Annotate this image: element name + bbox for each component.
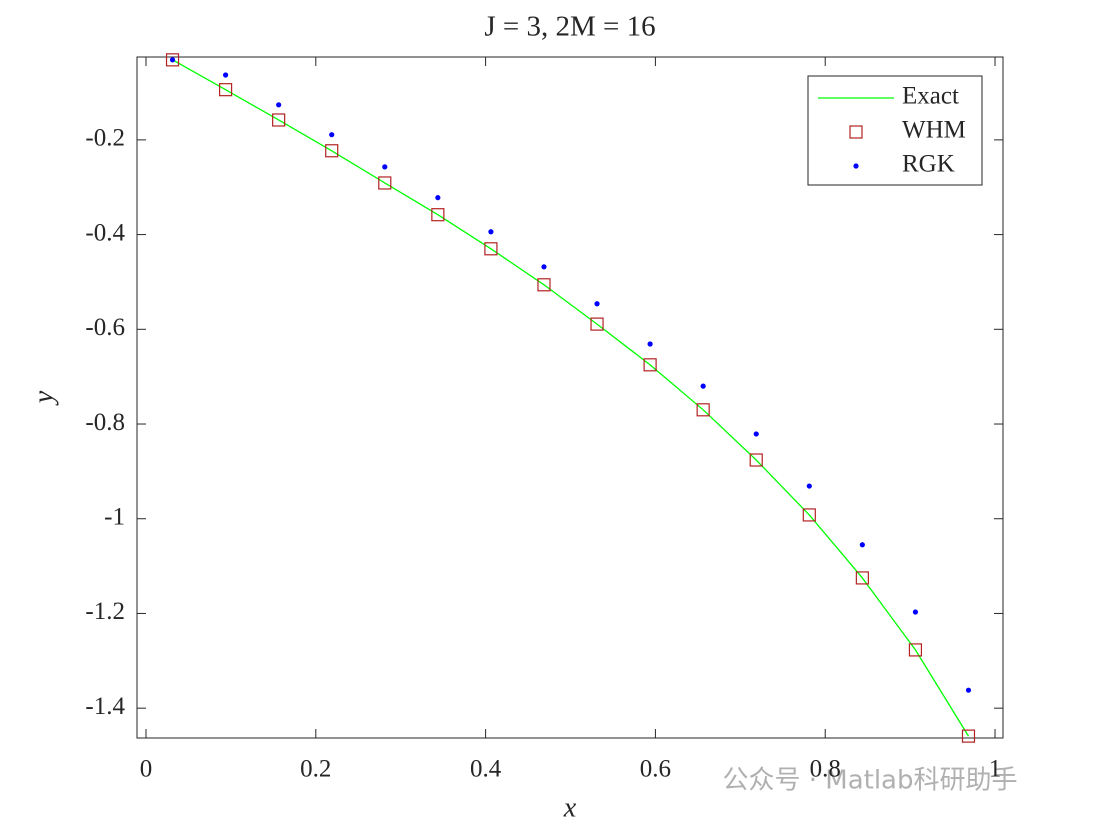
watermark: 公众号 · Matlab科研助手 [722,766,1017,796]
marker-dot [488,229,494,235]
legend-box [807,75,983,186]
marker-dot [276,102,282,108]
marker-square [802,508,816,522]
legend: Exact WHM RGK [807,75,983,186]
y-tick-label: -1.4 [85,693,125,720]
x-tick-label: 0.6 [640,756,671,783]
x-tick-label: 1 [989,756,1002,783]
legend-label: Exact [902,83,959,110]
marker-square [537,278,551,292]
legend-swatch [853,163,859,169]
legend-label: WHM [902,117,966,144]
marker-square [218,83,233,97]
marker-square [961,729,976,743]
y-axis-label: y [28,390,59,406]
marker-square [590,317,604,331]
marker-dot [435,195,441,201]
y-tick-label: -0.2 [85,125,125,152]
legend-swatch [849,125,863,139]
plot-area [136,56,1004,739]
marker-square [165,53,180,67]
marker-dot [541,264,547,270]
x-tick-label: 0.4 [470,756,502,783]
marker-square [643,358,657,372]
marker-dot [859,542,865,548]
y-tick-label: -0.4 [85,219,125,246]
marker-square [378,176,392,190]
marker-square [855,571,869,585]
y-tick-label: -1.2 [85,598,125,625]
marker-square [696,403,710,417]
marker-dot [700,383,706,389]
marker-square [431,208,445,222]
chart-title: J = 3, 2M = 16 [484,11,655,43]
x-axis-label: x [563,792,577,823]
y-tick-label: -0.8 [85,409,125,436]
marker-square [908,643,923,657]
marker-dot [912,609,919,615]
x-tick-label: 0.2 [300,756,331,783]
marker-dot [329,132,335,138]
marker-dot [169,57,176,63]
marker-dot [594,301,600,307]
marker-square [484,242,498,256]
marker-dot [382,164,388,170]
marker-square [272,113,286,127]
y-tick-label: -1 [104,503,125,530]
marker-dot [806,483,812,489]
y-tick-label: -0.6 [85,314,125,341]
data-line [172,59,970,737]
marker-dot [222,72,229,78]
marker-square [749,453,763,467]
marker-dot [647,341,653,347]
marker-dot [965,687,972,693]
x-tick-label: 0 [140,756,153,783]
legend-label: RGK [902,151,955,178]
marker-dot [753,431,759,437]
marker-square [325,144,339,158]
x-tick-label: 0.8 [810,756,841,783]
